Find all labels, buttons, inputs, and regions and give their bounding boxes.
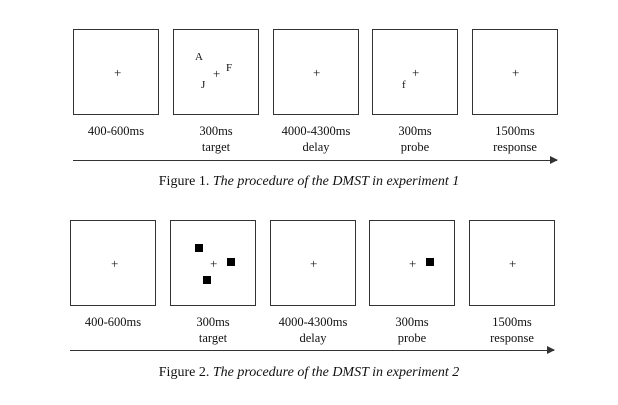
label-phase: response: [493, 140, 537, 154]
label-delay: 4000-4300ms delay: [261, 123, 371, 155]
frame-probe: + f: [372, 29, 458, 115]
label-fixation: 400-600ms: [58, 314, 168, 330]
label-response: 1500ms response: [457, 314, 567, 346]
frame-fixation: +: [73, 29, 159, 115]
target-square: [195, 244, 203, 252]
label-phase: delay: [302, 140, 330, 154]
figure-caption: Figure 2. The procedure of the DMST in e…: [0, 365, 618, 381]
fixation-cross: +: [409, 256, 417, 271]
fixation-cross: +: [310, 256, 318, 271]
target-letter-j: J: [201, 79, 206, 91]
label-fixation: 400-600ms: [61, 123, 171, 139]
target-square: [203, 276, 211, 284]
label-duration: 400-600ms: [87, 124, 145, 138]
probe-letter-f: f: [402, 79, 406, 91]
label-duration: 4000-4300ms: [278, 315, 348, 329]
caption-prefix: Figure 1.: [158, 174, 210, 189]
frame-target: +: [170, 220, 256, 306]
timeline-arrow: [73, 156, 558, 164]
label-phase: target: [201, 140, 231, 154]
label-duration: 400-600ms: [84, 315, 142, 329]
label-target: 300ms target: [161, 123, 271, 155]
label-phase: target: [198, 331, 228, 345]
frame-response: +: [469, 220, 555, 306]
label-duration: 300ms: [196, 315, 230, 329]
label-duration: 300ms: [395, 315, 429, 329]
label-phase: response: [490, 331, 534, 345]
fixation-cross: +: [313, 65, 321, 80]
label-duration: 1500ms: [492, 315, 532, 329]
caption-title: The procedure of the DMST in experiment …: [212, 174, 460, 189]
target-square: [227, 258, 235, 266]
frame-response: +: [472, 29, 558, 115]
label-duration: 4000-4300ms: [281, 124, 351, 138]
label-response: 1500ms response: [460, 123, 570, 155]
probe-square: [426, 258, 434, 266]
target-letter-f: F: [226, 62, 233, 74]
frame-target: A F + J: [173, 29, 259, 115]
caption-prefix: Figure 2.: [158, 365, 210, 380]
label-probe: 300ms probe: [357, 314, 467, 346]
timeline-arrow: [70, 346, 555, 354]
label-probe: 300ms probe: [360, 123, 470, 155]
fixation-cross: +: [114, 65, 122, 80]
label-duration: 1500ms: [495, 124, 535, 138]
frame-fixation: +: [70, 220, 156, 306]
label-delay: 4000-4300ms delay: [258, 314, 368, 346]
fixation-cross: +: [111, 256, 119, 271]
frame-probe: +: [369, 220, 455, 306]
label-duration: 300ms: [398, 124, 432, 138]
frame-delay: +: [270, 220, 356, 306]
label-phase: probe: [400, 140, 430, 154]
target-letter-a: A: [195, 51, 203, 63]
fixation-cross: +: [412, 65, 420, 80]
figure-caption: Figure 1. The procedure of the DMST in e…: [0, 174, 618, 190]
label-duration: 300ms: [199, 124, 233, 138]
caption-title: The procedure of the DMST in experiment …: [212, 365, 460, 380]
fixation-cross: +: [210, 256, 218, 271]
fixation-cross: +: [509, 256, 517, 271]
fixation-cross: +: [512, 65, 520, 80]
label-target: 300ms target: [158, 314, 268, 346]
label-phase: delay: [299, 331, 327, 345]
label-phase: probe: [397, 331, 427, 345]
frame-delay: +: [273, 29, 359, 115]
fixation-cross: +: [213, 66, 221, 81]
